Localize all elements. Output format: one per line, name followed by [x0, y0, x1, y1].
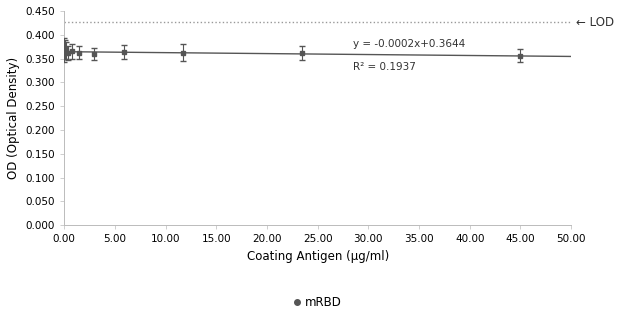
Y-axis label: OD (Optical Density): OD (Optical Density)	[7, 57, 20, 179]
Legend: mRBD: mRBD	[289, 291, 346, 313]
Text: R² = 0.1937: R² = 0.1937	[353, 62, 416, 72]
X-axis label: Coating Antigen (μg/ml): Coating Antigen (μg/ml)	[247, 250, 389, 263]
Text: ← LOD: ← LOD	[576, 16, 614, 29]
Text: y = -0.0002x+0.3644: y = -0.0002x+0.3644	[353, 39, 465, 49]
